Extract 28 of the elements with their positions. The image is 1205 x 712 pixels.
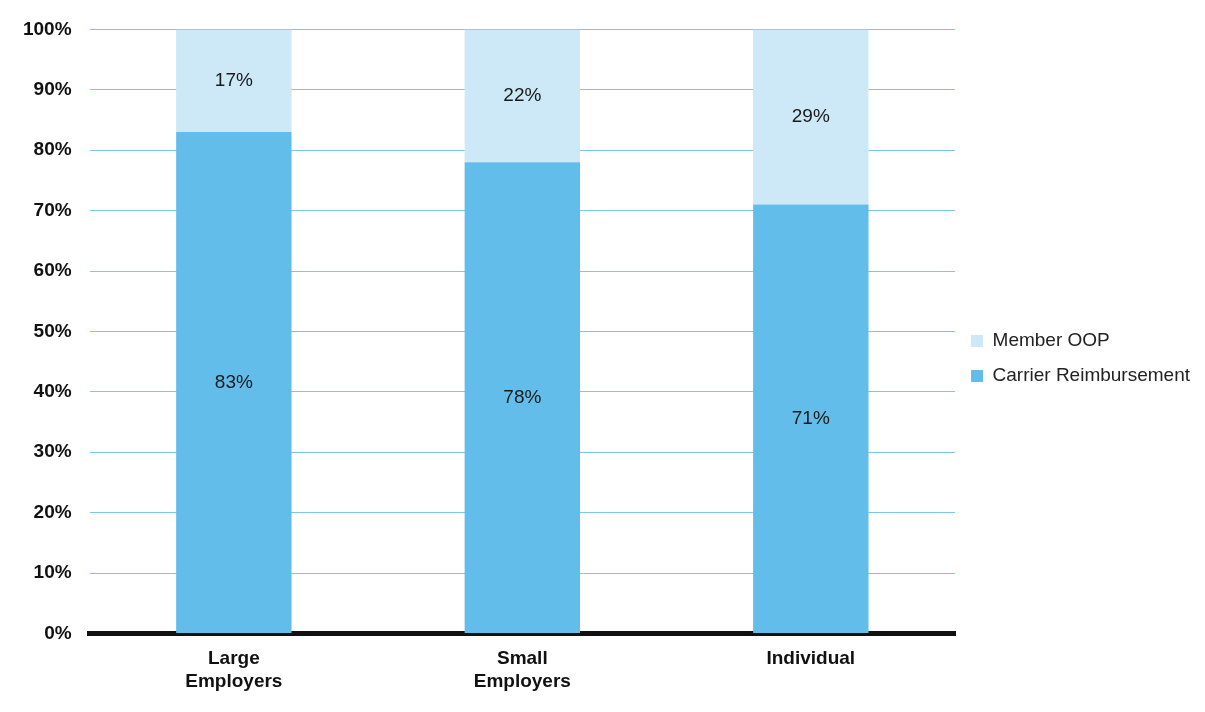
bar: [176, 132, 292, 633]
y-tick-label: 50%: [33, 319, 72, 341]
y-tick-label: 10%: [33, 561, 72, 583]
legend-label: Member OOP: [992, 329, 1110, 351]
bar: [176, 29, 292, 133]
data-label: 22%: [503, 84, 542, 106]
data-label: 78%: [503, 385, 542, 407]
y-tick-label: 20%: [33, 500, 72, 522]
bar: [753, 29, 869, 205]
data-label: 83%: [214, 370, 253, 392]
x-tick-label: Individual: [766, 647, 856, 669]
bar: [753, 204, 869, 633]
y-tick-label: 30%: [33, 440, 72, 462]
y-tick-label: 0%: [44, 621, 72, 643]
y-tick-label: 40%: [33, 380, 72, 402]
y-tick-label: 60%: [33, 259, 72, 281]
y-tick-label: 100%: [22, 17, 72, 39]
data-label: 29%: [791, 105, 830, 127]
bar: [464, 29, 581, 163]
legend-label: Carrier Reimbursement: [992, 364, 1191, 386]
y-tick-label: 90%: [33, 78, 72, 100]
y-tick-label: 70%: [33, 198, 72, 220]
data-label: 17%: [214, 68, 253, 90]
data-label: 71%: [791, 406, 830, 428]
x-tick-label: Large Employers: [185, 647, 283, 691]
bar: [464, 162, 581, 633]
y-tick-label: 80%: [33, 138, 72, 160]
x-tick-label: Small Employers: [473, 647, 571, 691]
